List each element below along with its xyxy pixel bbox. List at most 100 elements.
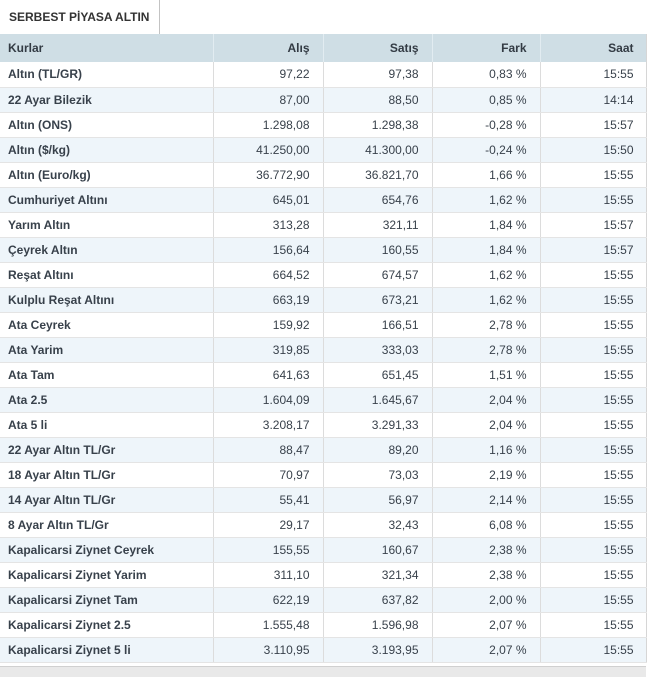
table-row: Kapalicarsi Ziynet 5 li 3.110,95 3.193,9…	[0, 637, 647, 663]
cell-fark: 1,84 %	[432, 237, 541, 263]
cell-satis: 3.291,33	[323, 412, 433, 438]
table-row: Altın (Euro/kg) 36.772,90 36.821,70 1,66…	[0, 162, 647, 188]
cell-kurlar: Kapalicarsi Ziynet 2.5	[0, 612, 214, 638]
table-row: 18 Ayar Altın TL/Gr 70,97 73,03 2,19 % 1…	[0, 462, 647, 488]
cell-kurlar: Kapalicarsi Ziynet Ceyrek	[0, 537, 214, 563]
cell-alis: 3.110,95	[213, 637, 324, 663]
tab-serbest-piyasa-altin[interactable]: SERBEST PİYASA ALTIN	[0, 0, 160, 34]
cell-satis: 32,43	[323, 512, 433, 538]
table-row: Ata Ceyrek 159,92 166,51 2,78 % 15:55	[0, 312, 647, 338]
table-row: Altın (ONS) 1.298,08 1.298,38 -0,28 % 15…	[0, 112, 647, 138]
cell-kurlar: Kapalicarsi Ziynet Yarim	[0, 562, 214, 588]
cell-satis: 97,38	[323, 62, 433, 88]
cell-saat: 15:55	[540, 487, 647, 513]
cell-kurlar: Ata 5 li	[0, 412, 214, 438]
cell-saat: 15:55	[540, 562, 647, 588]
cell-saat: 15:55	[540, 337, 647, 363]
cell-kurlar: 18 Ayar Altın TL/Gr	[0, 462, 214, 488]
cell-fark: 2,00 %	[432, 587, 541, 613]
cell-fark: 1,51 %	[432, 362, 541, 388]
cell-alis: 664,52	[213, 262, 324, 288]
cell-satis: 89,20	[323, 437, 433, 463]
column-header-alis: Alış	[213, 34, 324, 62]
cell-fark: 2,14 %	[432, 487, 541, 513]
cell-fark: 6,08 %	[432, 512, 541, 538]
table-row: 14 Ayar Altın TL/Gr 55,41 56,97 2,14 % 1…	[0, 487, 647, 513]
cell-kurlar: Altın ($/kg)	[0, 137, 214, 163]
cell-saat: 15:55	[540, 262, 647, 288]
cell-fark: 2,04 %	[432, 412, 541, 438]
cell-satis: 73,03	[323, 462, 433, 488]
cell-alis: 319,85	[213, 337, 324, 363]
cell-alis: 155,55	[213, 537, 324, 563]
cell-alis: 663,19	[213, 287, 324, 313]
table-row: Kapalicarsi Ziynet 2.5 1.555,48 1.596,98…	[0, 612, 647, 638]
cell-alis: 55,41	[213, 487, 324, 513]
cell-kurlar: Altın (TL/GR)	[0, 62, 214, 88]
cell-satis: 56,97	[323, 487, 433, 513]
table-row: 22 Ayar Bilezik 87,00 88,50 0,85 % 14:14	[0, 87, 647, 113]
cell-alis: 1.555,48	[213, 612, 324, 638]
cell-kurlar: Kapalicarsi Ziynet 5 li	[0, 637, 214, 663]
cell-fark: 2,38 %	[432, 562, 541, 588]
cell-satis: 637,82	[323, 587, 433, 613]
cell-fark: -0,28 %	[432, 112, 541, 138]
table-row: Ata Yarim 319,85 333,03 2,78 % 15:55	[0, 337, 647, 363]
cell-kurlar: Ata Yarim	[0, 337, 214, 363]
cell-kurlar: Ata Tam	[0, 362, 214, 388]
cell-alis: 641,63	[213, 362, 324, 388]
cell-saat: 15:55	[540, 537, 647, 563]
cell-satis: 321,11	[323, 212, 433, 238]
cell-fark: 1,62 %	[432, 287, 541, 313]
cell-kurlar: Altın (ONS)	[0, 112, 214, 138]
cell-fark: 1,16 %	[432, 437, 541, 463]
cell-satis: 88,50	[323, 87, 433, 113]
cell-satis: 1.596,98	[323, 612, 433, 638]
cell-kurlar: 14 Ayar Altın TL/Gr	[0, 487, 214, 513]
table-row: Kapalicarsi Ziynet Ceyrek 155,55 160,67 …	[0, 537, 647, 563]
cell-fark: 2,78 %	[432, 312, 541, 338]
table-row: Kapalicarsi Ziynet Yarim 311,10 321,34 2…	[0, 562, 647, 588]
table-row: Altın (TL/GR) 97,22 97,38 0,83 % 15:55	[0, 62, 647, 88]
cell-fark: 0,83 %	[432, 62, 541, 88]
table-row: Ata 5 li 3.208,17 3.291,33 2,04 % 15:55	[0, 412, 647, 438]
cell-satis: 654,76	[323, 187, 433, 213]
tab-bar: SERBEST PİYASA ALTIN	[0, 0, 651, 34]
cell-fark: 2,38 %	[432, 537, 541, 563]
cell-alis: 159,92	[213, 312, 324, 338]
cell-kurlar: 22 Ayar Bilezik	[0, 87, 214, 113]
cell-alis: 156,64	[213, 237, 324, 263]
cell-kurlar: Altın (Euro/kg)	[0, 162, 214, 188]
cell-satis: 651,45	[323, 362, 433, 388]
cell-fark: 1,66 %	[432, 162, 541, 188]
cell-saat: 15:57	[540, 237, 647, 263]
table-row: Ata Tam 641,63 651,45 1,51 % 15:55	[0, 362, 647, 388]
table-row: Cumhuriyet Altını 645,01 654,76 1,62 % 1…	[0, 187, 647, 213]
cell-satis: 333,03	[323, 337, 433, 363]
cell-satis: 673,21	[323, 287, 433, 313]
cell-alis: 311,10	[213, 562, 324, 588]
cell-saat: 15:55	[540, 412, 647, 438]
cell-saat: 15:55	[540, 162, 647, 188]
table-row: Ata 2.5 1.604,09 1.645,67 2,04 % 15:55	[0, 387, 647, 413]
table-row: Reşat Altını 664,52 674,57 1,62 % 15:55	[0, 262, 647, 288]
cell-satis: 160,55	[323, 237, 433, 263]
cell-kurlar: Yarım Altın	[0, 212, 214, 238]
column-header-satis: Satış	[323, 34, 433, 62]
cell-alis: 622,19	[213, 587, 324, 613]
cell-saat: 15:55	[540, 362, 647, 388]
cell-kurlar: Kulplu Reşat Altını	[0, 287, 214, 313]
table-row: Kapalicarsi Ziynet Tam 622,19 637,82 2,0…	[0, 587, 647, 613]
cell-fark: 1,62 %	[432, 262, 541, 288]
cell-fark: 1,62 %	[432, 187, 541, 213]
column-header-fark: Fark	[432, 34, 541, 62]
cell-alis: 1.298,08	[213, 112, 324, 138]
cell-saat: 15:55	[540, 287, 647, 313]
cell-saat: 15:57	[540, 212, 647, 238]
cell-saat: 15:55	[540, 62, 647, 88]
cell-alis: 97,22	[213, 62, 324, 88]
cell-saat: 15:57	[540, 112, 647, 138]
table-row: Kulplu Reşat Altını 663,19 673,21 1,62 %…	[0, 287, 647, 313]
cell-kurlar: 8 Ayar Altın TL/Gr	[0, 512, 214, 538]
